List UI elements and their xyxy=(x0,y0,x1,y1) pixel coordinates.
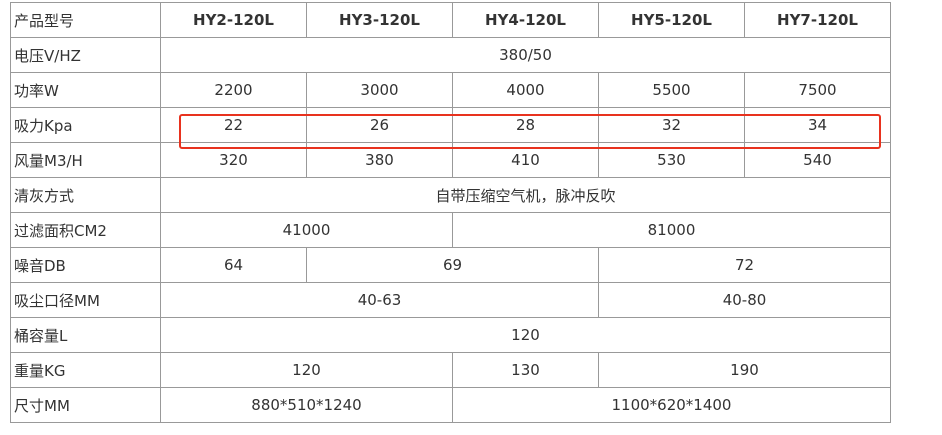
model-hy4: HY4-120L xyxy=(452,2,599,38)
model-hy7: HY7-120L xyxy=(744,2,891,38)
model-hy5: HY5-120L xyxy=(598,2,745,38)
filter-area-label: 过滤面积CM2 xyxy=(10,212,161,248)
row-suction: 吸力Kpa 22 26 28 32 34 xyxy=(10,107,891,143)
row-bucket: 桶容量L 120 xyxy=(10,317,891,353)
inlet-value: 40-80 xyxy=(598,282,891,318)
power-value: 7500 xyxy=(744,72,891,108)
row-filter-area: 过滤面积CM2 41000 81000 xyxy=(10,212,891,248)
size-label: 尺寸MM xyxy=(10,387,161,423)
airflow-value: 530 xyxy=(598,142,745,178)
spec-table: 产品型号 HY2-120L HY3-120L HY4-120L HY5-120L… xyxy=(10,2,891,423)
power-value: 3000 xyxy=(306,72,453,108)
row-size: 尺寸MM 880*510*1240 1100*620*1400 xyxy=(10,387,891,423)
inlet-value: 40-63 xyxy=(160,282,599,318)
weight-value: 120 xyxy=(160,352,453,388)
bucket-label: 桶容量L xyxy=(10,317,161,353)
cleaning-label: 清灰方式 xyxy=(10,177,161,213)
power-value: 4000 xyxy=(452,72,599,108)
power-value: 2200 xyxy=(160,72,307,108)
weight-value: 130 xyxy=(452,352,599,388)
row-weight: 重量KG 120 130 190 xyxy=(10,352,891,388)
power-value: 5500 xyxy=(598,72,745,108)
weight-label: 重量KG xyxy=(10,352,161,388)
size-value: 880*510*1240 xyxy=(160,387,453,423)
noise-value: 64 xyxy=(160,247,307,283)
row-noise: 噪音DB 64 69 72 xyxy=(10,247,891,283)
row-power: 功率W 2200 3000 4000 5500 7500 xyxy=(10,72,891,108)
suction-label: 吸力Kpa xyxy=(10,107,161,143)
model-hy3: HY3-120L xyxy=(306,2,453,38)
suction-value: 26 xyxy=(306,107,453,143)
filter-area-value: 81000 xyxy=(452,212,891,248)
row-voltage: 电压V/HZ 380/50 xyxy=(10,37,891,73)
airflow-value: 380 xyxy=(306,142,453,178)
voltage-label: 电压V/HZ xyxy=(10,37,161,73)
header-row: 产品型号 HY2-120L HY3-120L HY4-120L HY5-120L… xyxy=(10,2,891,38)
airflow-label: 风量M3/H xyxy=(10,142,161,178)
suction-value: 28 xyxy=(452,107,599,143)
bucket-value: 120 xyxy=(160,317,891,353)
suction-value: 34 xyxy=(744,107,891,143)
noise-value: 72 xyxy=(598,247,891,283)
voltage-value: 380/50 xyxy=(160,37,891,73)
airflow-value: 540 xyxy=(744,142,891,178)
power-label: 功率W xyxy=(10,72,161,108)
airflow-value: 410 xyxy=(452,142,599,178)
weight-value: 190 xyxy=(598,352,891,388)
model-hy2: HY2-120L xyxy=(160,2,307,38)
filter-area-value: 41000 xyxy=(160,212,453,248)
row-cleaning: 清灰方式 自带压缩空气机，脉冲反吹 xyxy=(10,177,891,213)
header-label: 产品型号 xyxy=(10,2,161,38)
airflow-value: 320 xyxy=(160,142,307,178)
suction-value: 22 xyxy=(160,107,307,143)
suction-value: 32 xyxy=(598,107,745,143)
noise-label: 噪音DB xyxy=(10,247,161,283)
row-inlet: 吸尘口径MM 40-63 40-80 xyxy=(10,282,891,318)
cleaning-value: 自带压缩空气机，脉冲反吹 xyxy=(160,177,891,213)
inlet-label: 吸尘口径MM xyxy=(10,282,161,318)
size-value: 1100*620*1400 xyxy=(452,387,891,423)
row-airflow: 风量M3/H 320 380 410 530 540 xyxy=(10,142,891,178)
noise-value: 69 xyxy=(306,247,599,283)
